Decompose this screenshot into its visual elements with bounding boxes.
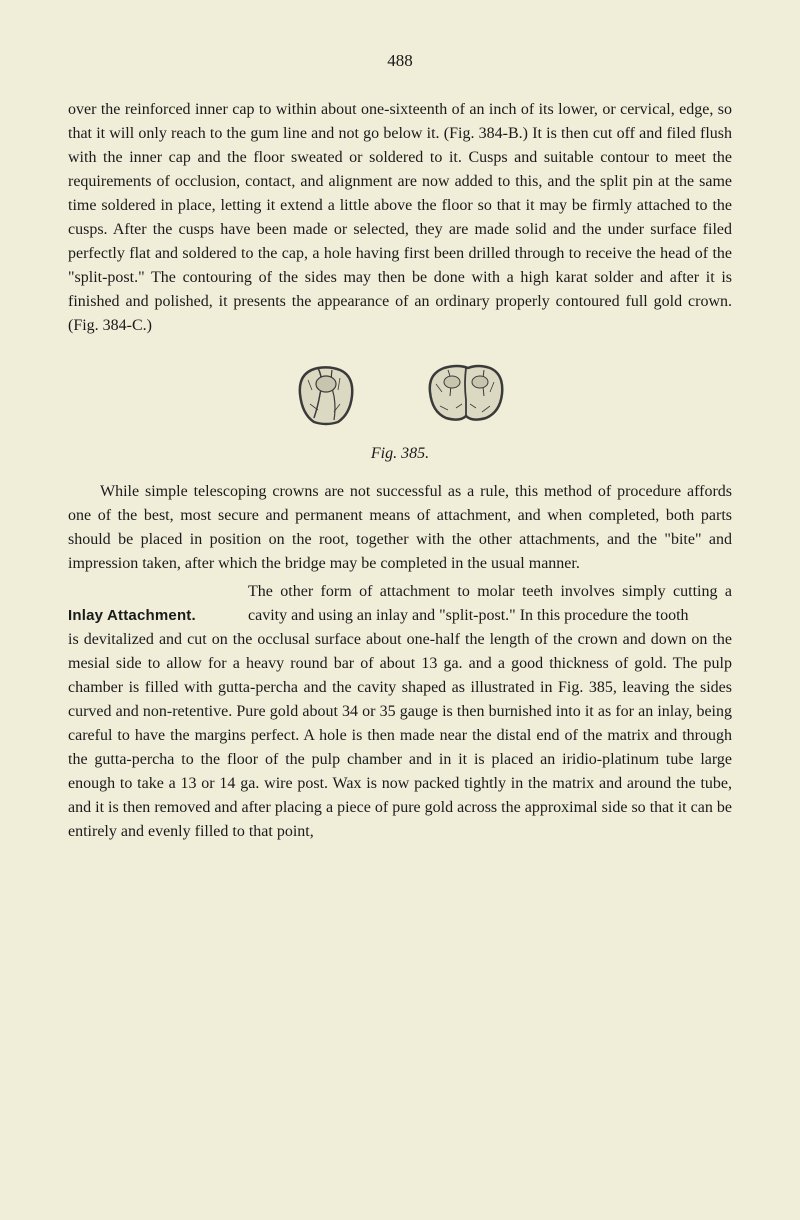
tooth-right-icon (422, 360, 510, 424)
inlay-heading-wrap: Inlay Attachment. (68, 604, 196, 628)
paragraph-1: over the reinforced inner cap to within … (68, 98, 732, 338)
paragraph-3-rest: is devitalized and cut on the occlusal s… (68, 631, 732, 840)
tooth-left-icon (290, 360, 362, 428)
page-number: 488 (68, 48, 732, 74)
paragraph-3-lead: The other form of attachment to molar te… (248, 580, 732, 628)
inlay-section: Inlay Attachment. The other form of atta… (68, 580, 732, 844)
inlay-heading: Inlay Attachment. (68, 607, 196, 624)
figure-385: Fig. 385. (68, 360, 732, 466)
figure-caption: Fig. 385. (68, 442, 732, 466)
paragraph-2: While simple telescoping crowns are not … (68, 480, 732, 576)
figure-illustrations (68, 360, 732, 428)
